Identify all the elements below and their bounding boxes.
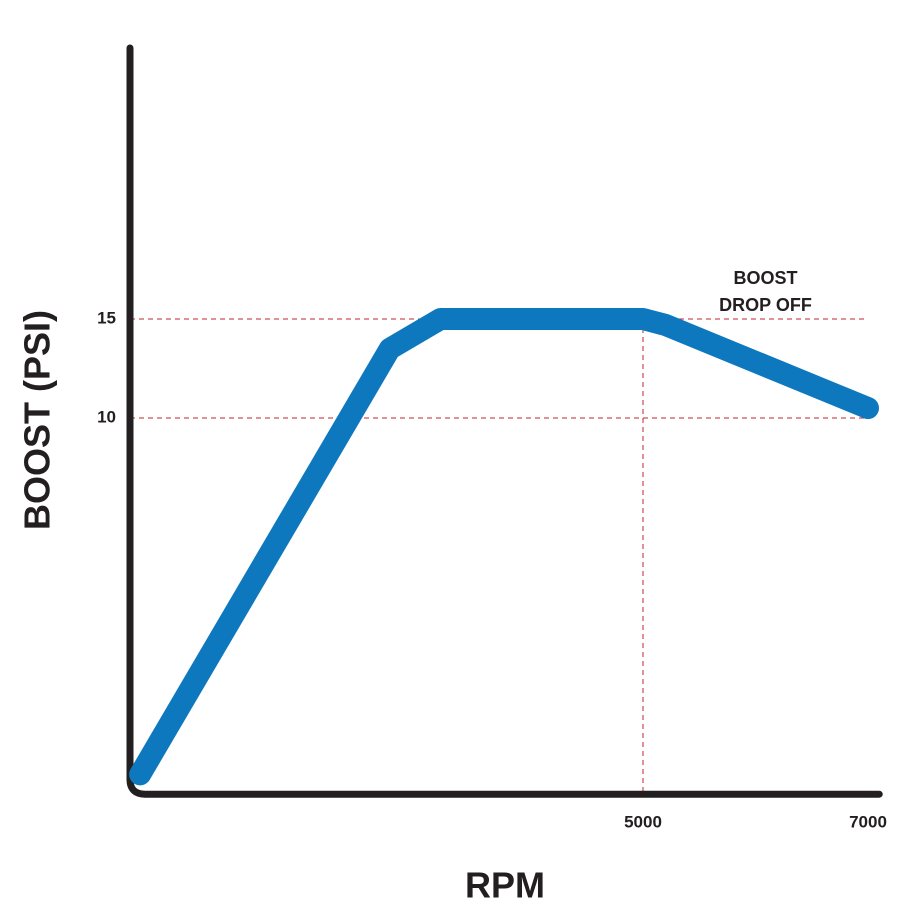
annotation: BOOST xyxy=(733,268,797,288)
x-axis-title: RPM xyxy=(465,865,545,906)
y-tick-label: 15 xyxy=(97,308,116,327)
data-line xyxy=(129,308,879,786)
axes xyxy=(126,44,883,798)
annotation: DROP OFF xyxy=(719,295,812,315)
y-tick-label: 10 xyxy=(97,407,116,426)
y-axis-title: BOOST (PSI) xyxy=(17,310,58,530)
x-tick-label: 5000 xyxy=(624,812,662,831)
x-tick-label: 7000 xyxy=(849,812,887,831)
